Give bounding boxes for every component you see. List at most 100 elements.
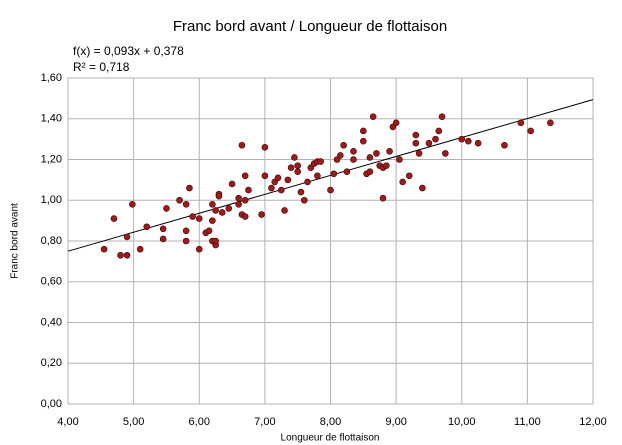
data-point [369, 113, 377, 121]
data-point [350, 156, 357, 163]
data-point [212, 237, 219, 245]
data-point [314, 172, 321, 180]
y-tick-label: 0,60 [41, 276, 62, 288]
y-tick-label: 0,00 [41, 398, 62, 410]
data-point [366, 154, 374, 161]
data-point [392, 119, 400, 127]
data-point [297, 188, 305, 196]
data-point [241, 172, 249, 180]
data-point [360, 127, 367, 135]
data-point [435, 127, 443, 135]
data-point [382, 162, 390, 169]
data-point [438, 113, 446, 121]
data-point [405, 172, 413, 180]
data-point [442, 150, 449, 157]
data-point [129, 201, 136, 208]
y-tick-label: 0,80 [41, 235, 62, 247]
data-point [294, 162, 301, 169]
data-point [209, 217, 216, 224]
x-tick-label: 4,00 [57, 416, 78, 428]
data-point [159, 235, 167, 243]
y-tick-label: 0,40 [41, 316, 62, 328]
annotation: R² = 0,718 [73, 60, 130, 74]
data-point [337, 152, 344, 159]
data-point [343, 168, 351, 176]
data-point [235, 194, 242, 202]
data-point [212, 207, 219, 214]
data-point [330, 170, 338, 178]
x-tick-label: 9,00 [385, 416, 406, 428]
x-tick-label: 12,00 [579, 416, 607, 428]
data-point [304, 178, 311, 186]
data-point [159, 225, 167, 233]
data-point [209, 201, 216, 208]
data-point [163, 205, 170, 212]
data-point [241, 196, 249, 204]
data-point [189, 213, 196, 220]
trendline [67, 99, 594, 252]
chart-title: Franc bord avant / Longueur de flottaiso… [173, 18, 447, 35]
data-point [268, 184, 275, 192]
plot-border [67, 77, 594, 405]
data-point [291, 154, 298, 161]
data-point [399, 178, 406, 186]
data-point [277, 186, 285, 194]
data-point [412, 139, 420, 147]
data-point [474, 139, 482, 147]
data-point [245, 186, 252, 194]
data-point [412, 131, 420, 139]
data-point [501, 141, 508, 149]
data-point [215, 192, 223, 200]
data-point [327, 186, 334, 194]
data-point [465, 137, 472, 145]
data-point [123, 233, 131, 241]
data-point [182, 237, 190, 245]
data-point [258, 211, 265, 218]
annotation: f(x) = 0,093x + 0,378 [73, 44, 184, 58]
data-point [360, 137, 367, 145]
data-point [527, 127, 534, 135]
data-point [241, 213, 249, 220]
data-point [284, 176, 292, 184]
data-point [117, 251, 124, 259]
y-axis-label: Franc bord avant [10, 203, 21, 279]
y-tick-label: 0,20 [41, 357, 62, 369]
data-point [100, 245, 108, 253]
x-tick-label: 7,00 [254, 416, 275, 428]
data-point [261, 172, 269, 180]
data-point [136, 245, 144, 253]
x-tick-label: 11,00 [514, 416, 541, 428]
data-point [350, 148, 357, 155]
data-point [419, 184, 426, 192]
data-point [195, 245, 203, 253]
data-point [425, 139, 433, 147]
data-point [261, 143, 269, 151]
data-point [218, 209, 226, 216]
data-point [340, 141, 347, 149]
data-point [238, 141, 246, 149]
data-point [225, 205, 233, 212]
y-tick-label: 1,40 [41, 113, 62, 125]
data-point [415, 150, 423, 157]
data-point [281, 207, 288, 214]
data-point [195, 215, 203, 222]
x-axis-label: Longueur de flottaison [281, 433, 380, 444]
data-point [458, 135, 466, 143]
data-point [317, 158, 324, 165]
data-point [287, 164, 295, 171]
data-point [182, 201, 190, 208]
data-point [235, 201, 242, 208]
data-point [228, 180, 236, 188]
data-point [379, 194, 387, 202]
data-point [123, 251, 131, 259]
data-point [366, 168, 374, 176]
data-point [205, 227, 213, 235]
x-tick-label: 8,00 [320, 416, 341, 428]
data-point [373, 150, 380, 157]
data-point [547, 119, 554, 127]
data-point [110, 215, 118, 222]
x-tick-label: 6,00 [189, 416, 210, 428]
data-point [432, 135, 439, 143]
y-tick-label: 1,20 [41, 153, 62, 165]
